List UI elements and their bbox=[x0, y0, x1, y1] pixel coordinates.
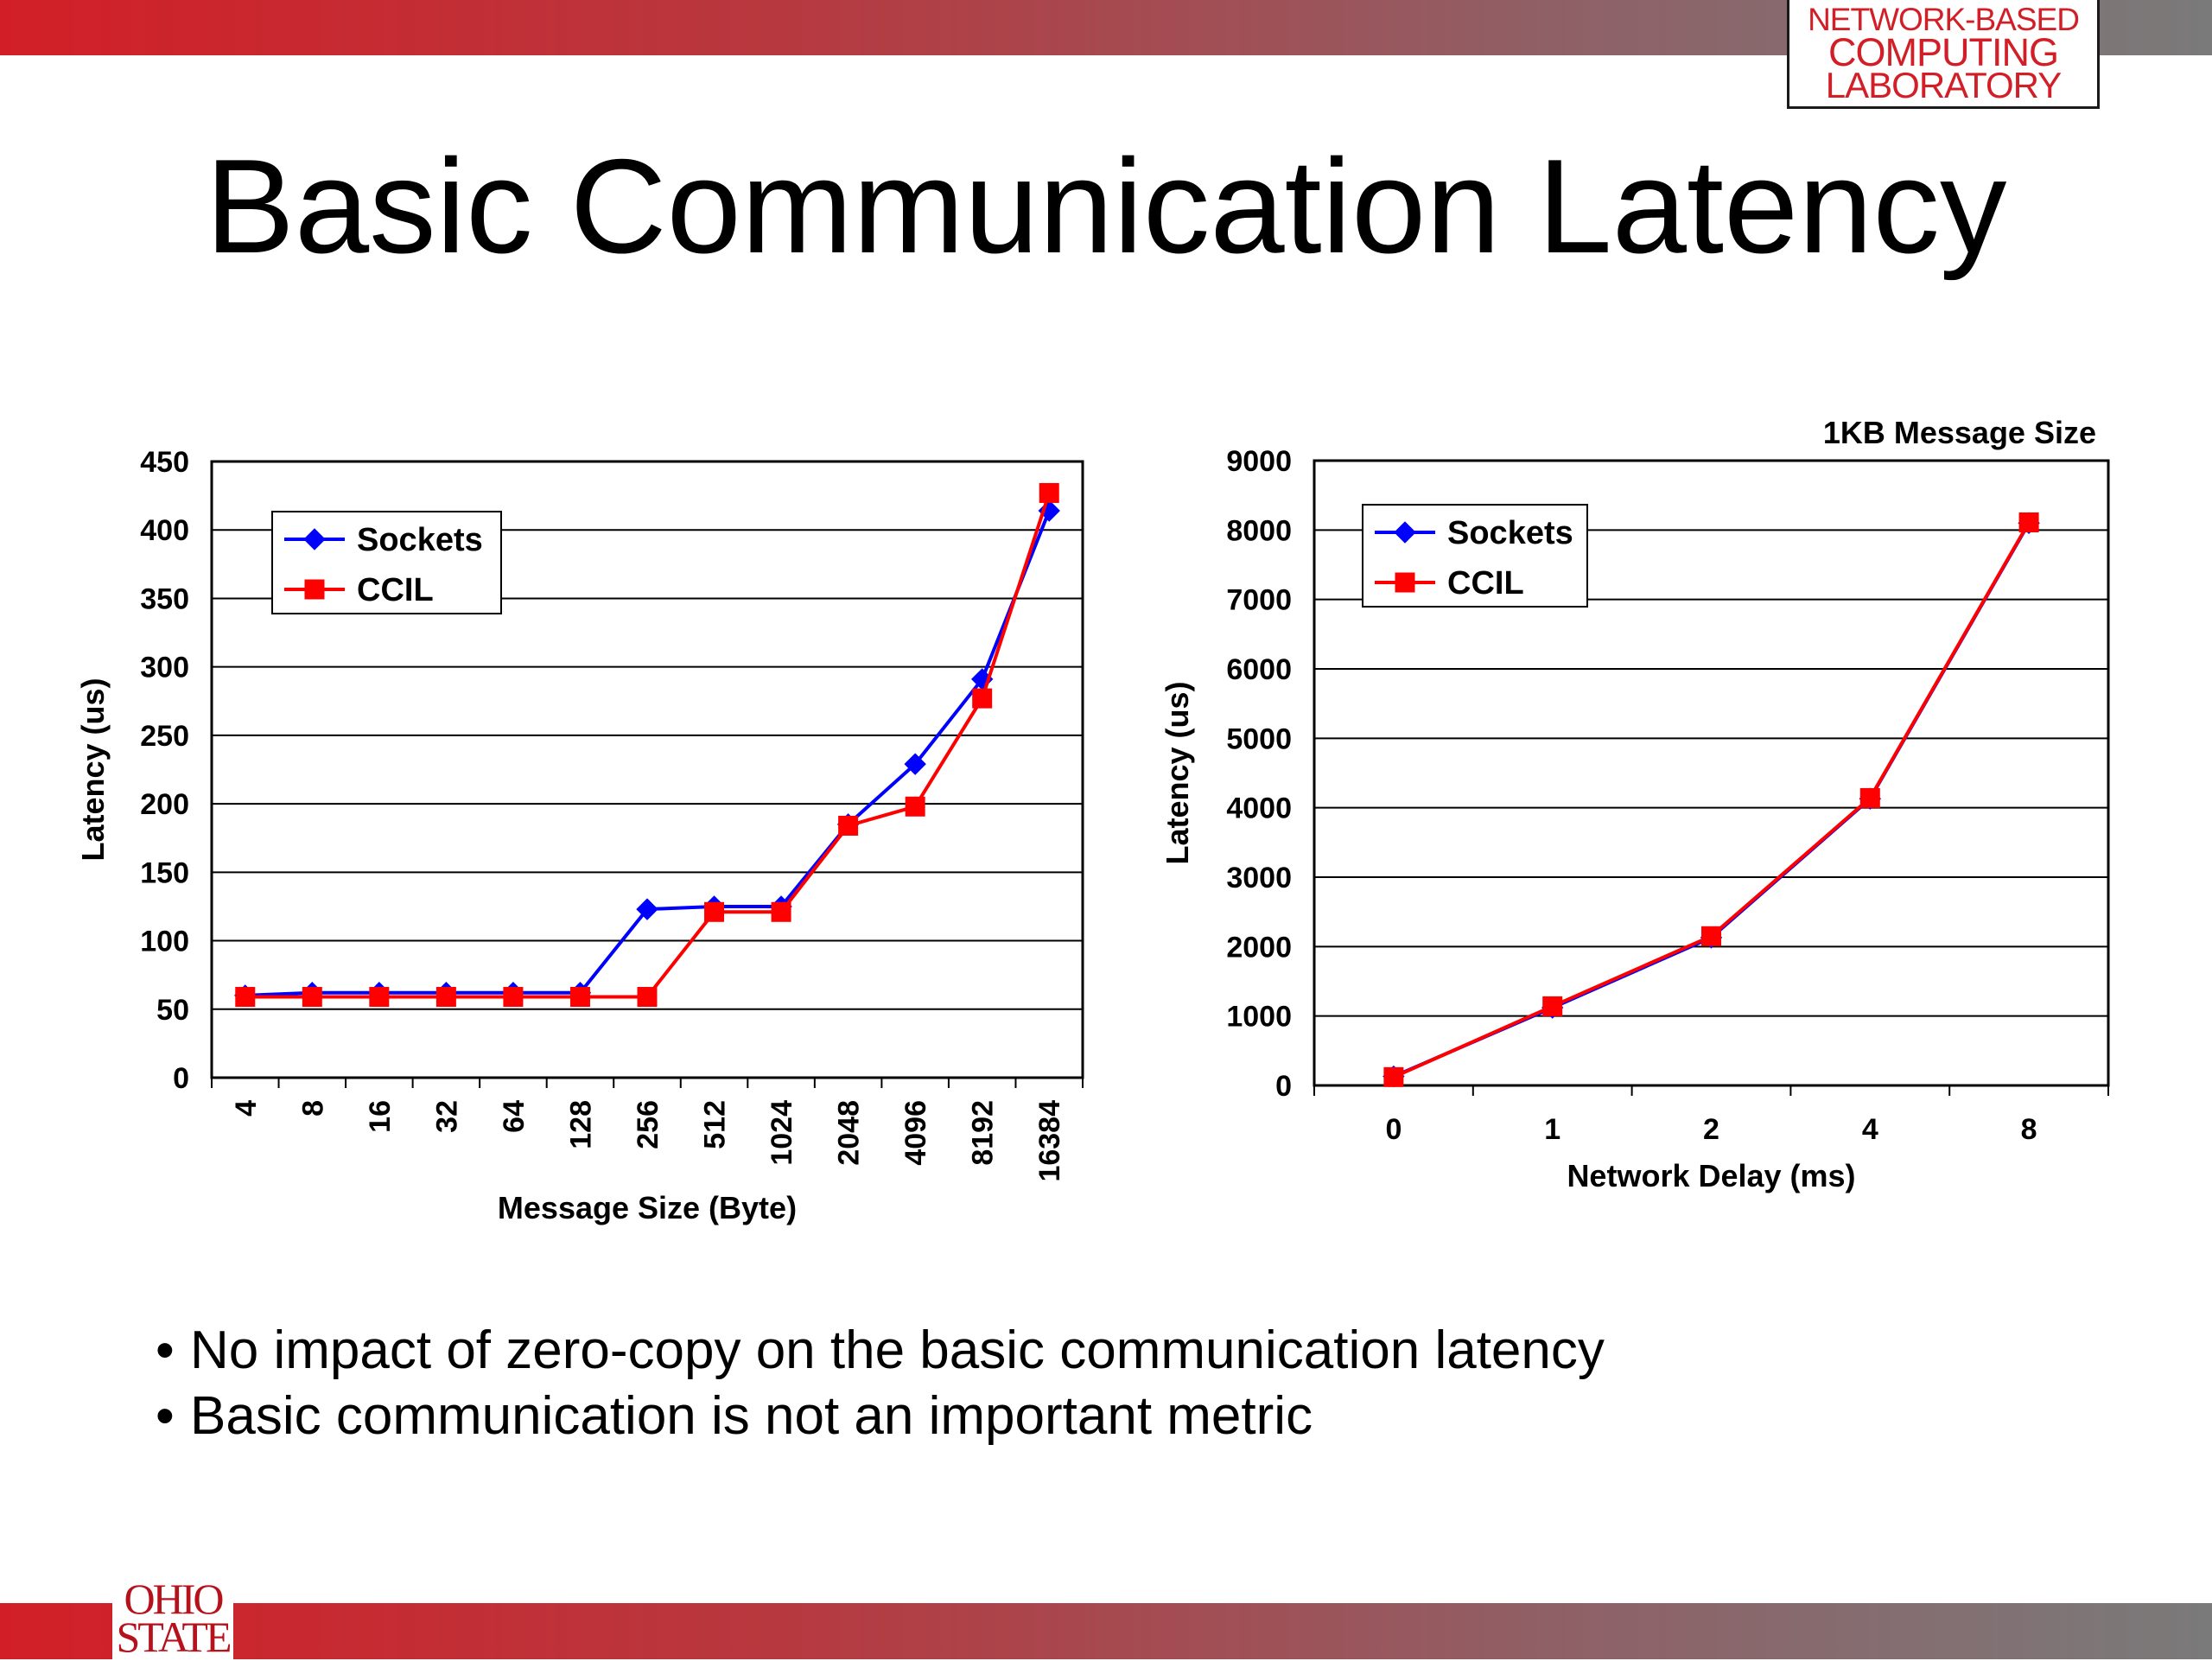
data-point-ccil bbox=[1701, 926, 1721, 946]
data-point-ccil bbox=[1383, 1066, 1404, 1087]
y-tick-label: 100 bbox=[140, 926, 189, 958]
legend-marker bbox=[304, 579, 325, 600]
x-tick-label: 2048 bbox=[833, 1100, 866, 1166]
x-axis-label: Network Delay (ms) bbox=[1567, 1158, 1855, 1193]
data-point-ccil bbox=[1859, 787, 1880, 808]
chart-2-svg: 0 1000 2000 3000 4000 5000 6000 7000 8000 9000 0 1 2… bbox=[1160, 445, 2110, 1193]
data-point-ccil bbox=[1039, 482, 1059, 503]
bullet-item: • Basic communication is not an important… bbox=[156, 1386, 1313, 1446]
bullet-list: • No impact of zero-copy on the basic com… bbox=[156, 1318, 1605, 1449]
legend-marker bbox=[1395, 572, 1415, 593]
y-tick-label: 0 bbox=[1275, 1070, 1292, 1103]
x-tick-label: 16384 bbox=[1033, 1100, 1066, 1182]
legend-label: CCIL bbox=[357, 572, 434, 608]
slide-title: Basic Communication Latency bbox=[205, 131, 2007, 281]
y-tick-label: 7000 bbox=[1226, 584, 1292, 617]
legend-marker bbox=[303, 528, 326, 550]
data-point-ccil bbox=[235, 987, 256, 1008]
x-tick-label: 16 bbox=[364, 1100, 397, 1133]
y-tick-label: 5000 bbox=[1226, 722, 1292, 755]
y-tick-label: 300 bbox=[140, 652, 189, 684]
x-tick-label: 128 bbox=[564, 1100, 597, 1149]
bullet-text: No impact of zero-copy on the basic comm… bbox=[190, 1321, 1605, 1380]
legend-label: CCIL bbox=[1447, 565, 1524, 601]
legend-marker bbox=[1394, 521, 1416, 544]
y-tick-label: 50 bbox=[156, 994, 189, 1027]
chart-1-svg: 0 50 100 150 200 250 300 350 400 450 4 8 16 32 64 128 25… bbox=[75, 446, 1084, 1225]
y-tick-label: 8000 bbox=[1226, 514, 1292, 547]
lab-logo-line: LABORATORY bbox=[1825, 65, 2062, 105]
data-point-ccil bbox=[771, 901, 791, 922]
data-point-ccil bbox=[2018, 512, 2039, 532]
y-tick-label: 400 bbox=[140, 514, 189, 547]
lab-logo: NETWORK-BASED COMPUTING LABORATORY bbox=[1787, 0, 2100, 109]
x-tick-label: 4096 bbox=[899, 1100, 932, 1166]
latency-vs-network-delay-chart: 1KB Message Size 0 1000 2000 3000 4000 5000 60… bbox=[1123, 415, 2143, 1262]
x-axis-label: Message Size (Byte) bbox=[498, 1190, 797, 1225]
data-point-ccil bbox=[838, 815, 859, 836]
y-axis-label: Latency (us) bbox=[1160, 681, 1195, 864]
data-point-ccil bbox=[435, 987, 456, 1008]
y-tick-label: 4000 bbox=[1226, 792, 1292, 825]
y-tick-label: 9000 bbox=[1226, 445, 1292, 478]
latency-vs-message-size-chart: 0 50 100 150 200 250 300 350 400 450 4 8 16 32 64 128 25… bbox=[52, 415, 1089, 1262]
x-tick-label: 64 bbox=[498, 1100, 531, 1133]
x-tick-label: 1024 bbox=[766, 1100, 798, 1166]
x-tick-label: 4 bbox=[230, 1100, 263, 1117]
data-point-sockets bbox=[636, 898, 658, 920]
data-point-ccil bbox=[503, 987, 524, 1008]
footer-bar bbox=[0, 1603, 2212, 1659]
x-tick-label: 8192 bbox=[967, 1100, 1000, 1166]
data-point-ccil bbox=[704, 901, 725, 922]
data-point-ccil bbox=[1542, 996, 1563, 1016]
x-tick-label: 2 bbox=[1703, 1113, 1719, 1146]
y-tick-label: 450 bbox=[140, 446, 189, 479]
y-tick-label: 1000 bbox=[1226, 1001, 1292, 1034]
x-tick-label: 1 bbox=[1544, 1113, 1560, 1146]
lab-logo-line: NETWORK-BASED bbox=[1808, 2, 2080, 37]
y-tick-label: 2000 bbox=[1226, 931, 1292, 964]
y-tick-label: 6000 bbox=[1226, 653, 1292, 686]
legend-label: Sockets bbox=[357, 522, 483, 558]
data-point-ccil bbox=[369, 987, 390, 1008]
y-tick-label: 200 bbox=[140, 788, 189, 821]
data-point-ccil bbox=[905, 796, 925, 817]
x-tick-label: 8 bbox=[296, 1100, 329, 1117]
plot-area bbox=[1313, 459, 2110, 1087]
chart-2-title: 1KB Message Size bbox=[1822, 415, 2096, 450]
data-point-ccil bbox=[302, 987, 322, 1008]
legend-label: Sockets bbox=[1447, 515, 1573, 551]
y-axis-label: Latency (us) bbox=[75, 678, 111, 861]
bullet-text: Basic communication is not an important … bbox=[190, 1386, 1313, 1446]
x-tick-label: 0 bbox=[1385, 1113, 1402, 1146]
x-tick-label: 256 bbox=[632, 1100, 664, 1149]
y-tick-label: 250 bbox=[140, 720, 189, 753]
data-point-ccil bbox=[569, 987, 590, 1008]
x-tick-label: 512 bbox=[699, 1100, 732, 1149]
university-logo-line: OHIO bbox=[124, 1575, 225, 1623]
data-point-ccil bbox=[637, 987, 658, 1008]
data-point-sockets bbox=[904, 753, 926, 775]
y-tick-label: 150 bbox=[140, 856, 189, 889]
x-tick-label: 32 bbox=[430, 1100, 463, 1133]
lab-logo-line: COMPUTING bbox=[1828, 30, 2059, 74]
x-tick-label: 4 bbox=[1862, 1113, 1878, 1146]
plot-area bbox=[210, 460, 1084, 1079]
bullet-item: • No impact of zero-copy on the basic com… bbox=[156, 1321, 1605, 1380]
data-point-ccil bbox=[972, 688, 993, 709]
y-tick-label: 3000 bbox=[1226, 862, 1292, 894]
y-tick-label: 0 bbox=[173, 1062, 189, 1095]
university-logo-line: STATE bbox=[116, 1613, 232, 1661]
university-logo: OHIO STATE bbox=[112, 1571, 233, 1659]
x-tick-label: 8 bbox=[2021, 1113, 2037, 1146]
y-tick-label: 350 bbox=[140, 582, 189, 615]
